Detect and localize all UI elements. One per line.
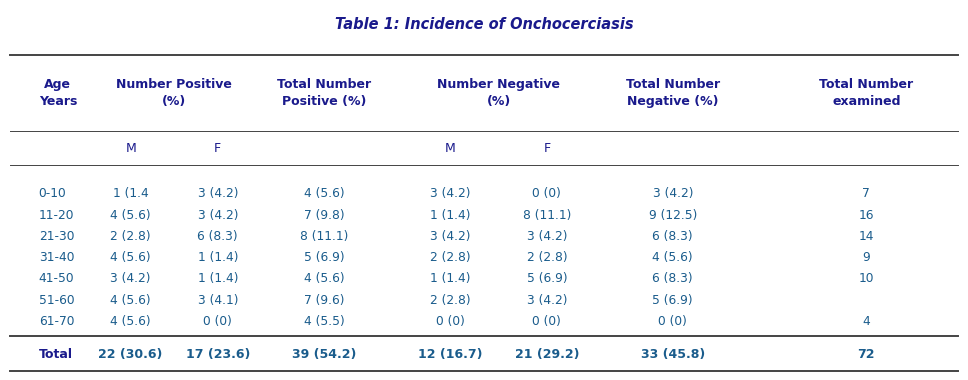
Text: 2 (2.8): 2 (2.8) bbox=[110, 230, 151, 243]
Text: 4 (5.6): 4 (5.6) bbox=[304, 187, 345, 200]
Text: 3 (4.1): 3 (4.1) bbox=[197, 294, 238, 307]
Text: 16: 16 bbox=[859, 209, 874, 222]
Text: 5 (6.9): 5 (6.9) bbox=[304, 251, 345, 264]
Text: 31-40: 31-40 bbox=[39, 251, 75, 264]
Text: 1 (1.4): 1 (1.4) bbox=[430, 272, 470, 285]
Text: 7 (9.6): 7 (9.6) bbox=[304, 294, 345, 307]
Text: 4 (5.5): 4 (5.5) bbox=[304, 315, 345, 328]
Text: 72: 72 bbox=[858, 348, 875, 361]
Text: 7: 7 bbox=[862, 187, 870, 200]
Text: 9: 9 bbox=[862, 251, 870, 264]
Text: Table 1: Incidence of Onchocerciasis: Table 1: Incidence of Onchocerciasis bbox=[335, 17, 633, 32]
Text: 6 (8.3): 6 (8.3) bbox=[652, 230, 693, 243]
Text: 61-70: 61-70 bbox=[39, 315, 75, 328]
Text: 0 (0): 0 (0) bbox=[532, 315, 561, 328]
Text: 3 (4.2): 3 (4.2) bbox=[527, 294, 567, 307]
Text: 8 (11.1): 8 (11.1) bbox=[523, 209, 571, 222]
Text: M: M bbox=[444, 142, 456, 155]
Text: 8 (11.1): 8 (11.1) bbox=[300, 230, 348, 243]
Text: 6 (8.3): 6 (8.3) bbox=[197, 230, 238, 243]
Text: 12 (16.7): 12 (16.7) bbox=[418, 348, 482, 361]
Text: 33 (45.8): 33 (45.8) bbox=[641, 348, 705, 361]
Text: 3 (4.2): 3 (4.2) bbox=[197, 209, 238, 222]
Text: Total Number
Positive (%): Total Number Positive (%) bbox=[277, 78, 372, 108]
Text: 4 (5.6): 4 (5.6) bbox=[110, 294, 151, 307]
Text: Total Number
examined: Total Number examined bbox=[819, 78, 914, 108]
Text: 11-20: 11-20 bbox=[39, 209, 75, 222]
Text: 5 (6.9): 5 (6.9) bbox=[527, 272, 567, 285]
Text: 5 (6.9): 5 (6.9) bbox=[652, 294, 693, 307]
Text: 21 (29.2): 21 (29.2) bbox=[515, 348, 579, 361]
Text: 22 (30.6): 22 (30.6) bbox=[99, 348, 163, 361]
Text: 0 (0): 0 (0) bbox=[203, 315, 232, 328]
Text: 2 (2.8): 2 (2.8) bbox=[527, 251, 567, 264]
Text: 0-10: 0-10 bbox=[39, 187, 67, 200]
Text: 51-60: 51-60 bbox=[39, 294, 75, 307]
Text: 4 (5.6): 4 (5.6) bbox=[110, 251, 151, 264]
Text: 1 (1.4): 1 (1.4) bbox=[430, 209, 470, 222]
Text: 1 (1.4): 1 (1.4) bbox=[197, 251, 238, 264]
Text: 17 (23.6): 17 (23.6) bbox=[186, 348, 250, 361]
Text: 3 (4.2): 3 (4.2) bbox=[430, 230, 470, 243]
Text: 3 (4.2): 3 (4.2) bbox=[652, 187, 693, 200]
Text: 7 (9.8): 7 (9.8) bbox=[304, 209, 345, 222]
Text: 14: 14 bbox=[859, 230, 874, 243]
Text: 0 (0): 0 (0) bbox=[436, 315, 465, 328]
Text: 1 (1.4: 1 (1.4 bbox=[113, 187, 148, 200]
Text: 10: 10 bbox=[859, 272, 874, 285]
Text: 6 (8.3): 6 (8.3) bbox=[652, 272, 693, 285]
Text: 21-30: 21-30 bbox=[39, 230, 75, 243]
Text: 41-50: 41-50 bbox=[39, 272, 75, 285]
Text: 4 (5.6): 4 (5.6) bbox=[304, 272, 345, 285]
Text: 3 (4.2): 3 (4.2) bbox=[197, 187, 238, 200]
Text: 0 (0): 0 (0) bbox=[658, 315, 687, 328]
Text: 3 (4.2): 3 (4.2) bbox=[110, 272, 151, 285]
Text: 9 (12.5): 9 (12.5) bbox=[649, 209, 697, 222]
Text: M: M bbox=[125, 142, 136, 155]
Text: 2 (2.8): 2 (2.8) bbox=[430, 294, 470, 307]
Text: 1 (1.4): 1 (1.4) bbox=[197, 272, 238, 285]
Text: F: F bbox=[543, 142, 551, 155]
Text: 4 (5.6): 4 (5.6) bbox=[110, 315, 151, 328]
Text: 2 (2.8): 2 (2.8) bbox=[430, 251, 470, 264]
Text: Number Negative
(%): Number Negative (%) bbox=[437, 78, 560, 108]
Text: 4 (5.6): 4 (5.6) bbox=[652, 251, 693, 264]
Text: 4 (5.6): 4 (5.6) bbox=[110, 209, 151, 222]
Text: 3 (4.2): 3 (4.2) bbox=[430, 187, 470, 200]
Text: Total Number
Negative (%): Total Number Negative (%) bbox=[625, 78, 720, 108]
Text: F: F bbox=[214, 142, 222, 155]
Text: 39 (54.2): 39 (54.2) bbox=[292, 348, 356, 361]
Text: 0 (0): 0 (0) bbox=[532, 187, 561, 200]
Text: Age
Years: Age Years bbox=[39, 78, 77, 108]
Text: 4: 4 bbox=[862, 315, 870, 328]
Text: Number Positive
(%): Number Positive (%) bbox=[116, 78, 232, 108]
Text: Total: Total bbox=[39, 348, 73, 361]
Text: 3 (4.2): 3 (4.2) bbox=[527, 230, 567, 243]
